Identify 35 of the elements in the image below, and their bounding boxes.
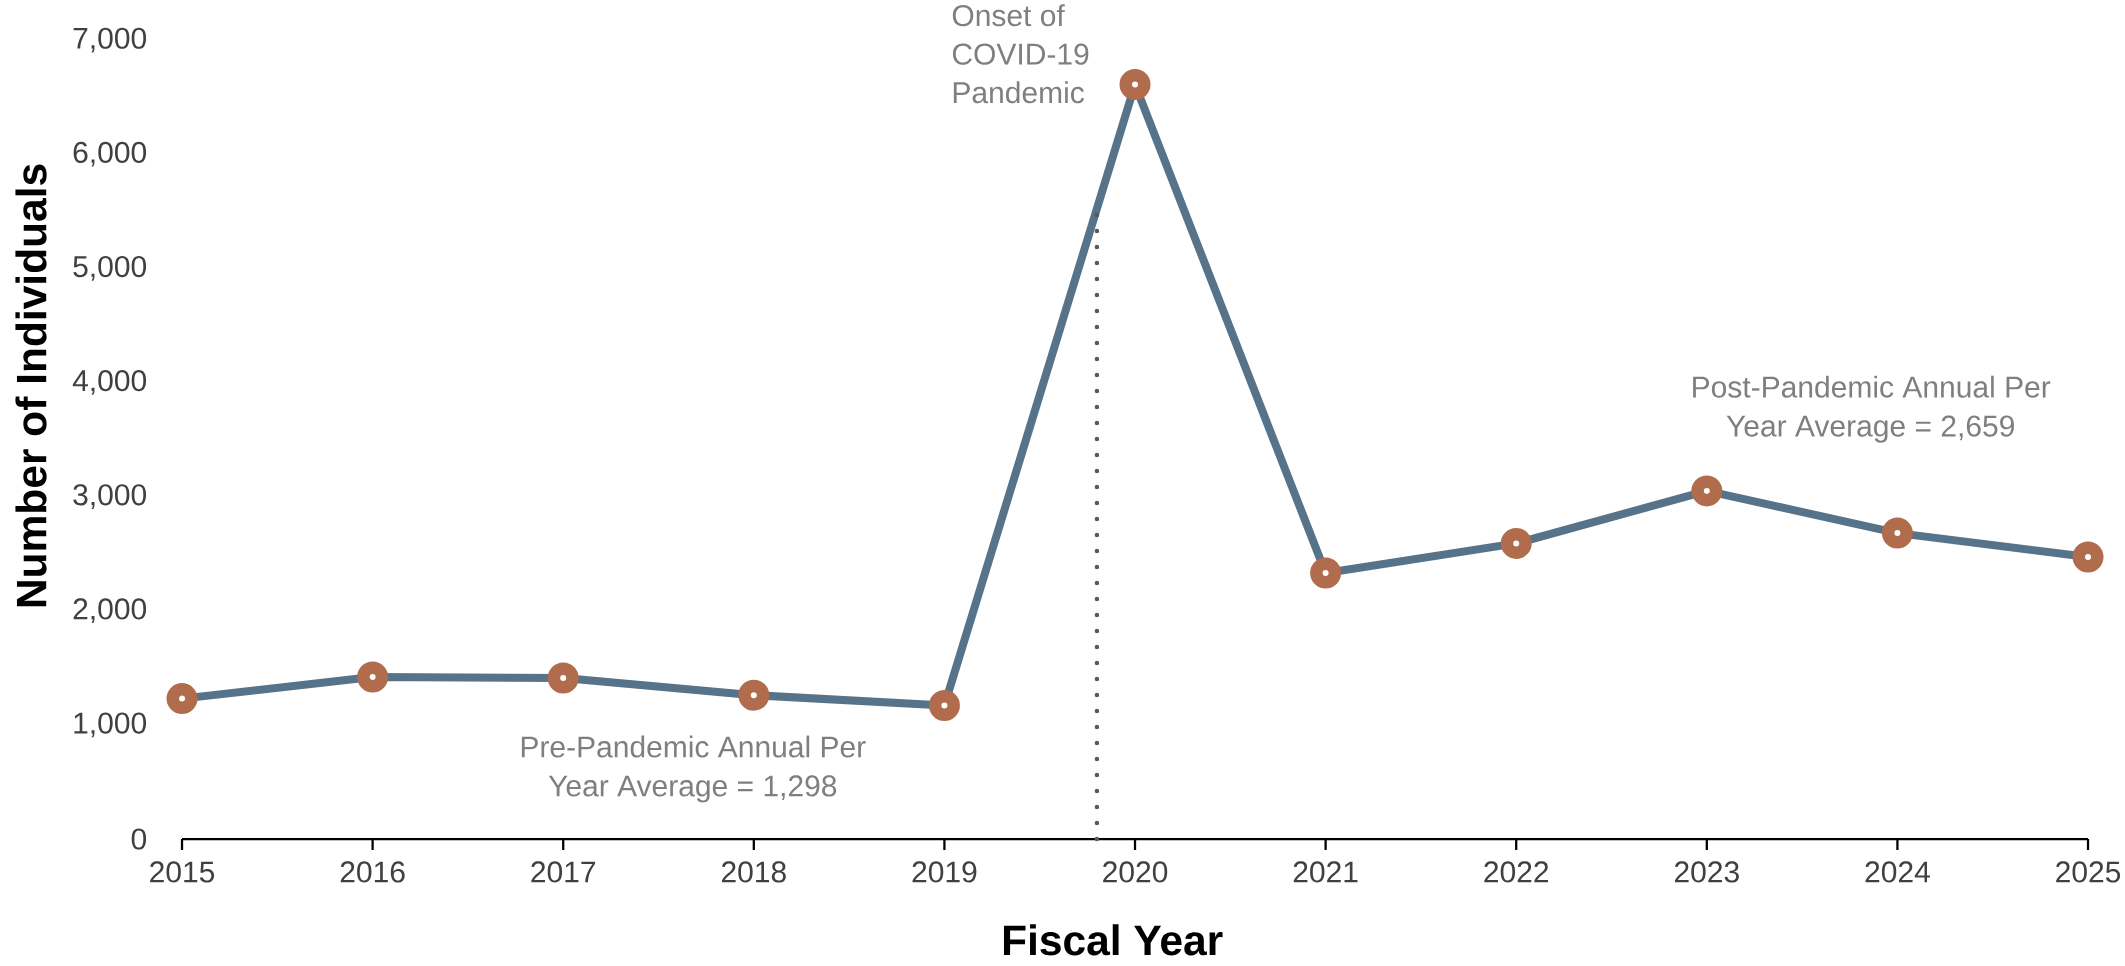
point (1119, 69, 1151, 101)
point (1500, 527, 1532, 559)
x-tick-label: 2016 (340, 861, 405, 883)
y-tick-label: 5,000 (73, 255, 147, 281)
x-tick-label: 2015 (150, 861, 215, 883)
x-axis-title: Fiscal Year (1003, 924, 1223, 956)
annotation: Pre-Pandemic Annual Per Year Average = 1,298 (521, 735, 866, 803)
y-tick-label: 7,000 (73, 27, 147, 53)
ref-line-label: Onset of COVID-19 Pandemic (952, 4, 1089, 104)
y-tick-label: 3,000 (73, 484, 147, 509)
point (928, 689, 960, 721)
x-tick-label: 2021 (1293, 861, 1358, 883)
x-tick-label: 2020 (1103, 861, 1168, 883)
x-tick-label: 2025 (2056, 861, 2121, 883)
point (2072, 541, 2104, 573)
point (738, 679, 770, 711)
y-tick-label: 1,000 (74, 712, 147, 738)
y-tick-label: 0 (131, 828, 147, 850)
x-tick-label: 2017 (531, 861, 596, 883)
annotation: Post-Pandemic Annual Per Year Average = 2,659 (1693, 375, 2051, 443)
y-tick-label: 6,000 (73, 141, 147, 167)
x-tick-label: 2024 (1865, 861, 1930, 883)
point (1691, 475, 1723, 507)
y-tick-label: 2,000 (73, 598, 147, 624)
y-axis-title: Number of Individuals (15, 164, 47, 607)
x-tick-label: 2018 (721, 861, 786, 883)
point (357, 661, 389, 693)
point (547, 662, 579, 694)
point (1881, 517, 1913, 549)
x-tick-label: 2023 (1674, 861, 1739, 883)
y-tick-label: 4,000 (72, 370, 147, 395)
x-tick-label: 2022 (1484, 861, 1549, 883)
x-tick-label: 2019 (912, 861, 977, 883)
point (1310, 557, 1342, 589)
point (166, 683, 198, 715)
